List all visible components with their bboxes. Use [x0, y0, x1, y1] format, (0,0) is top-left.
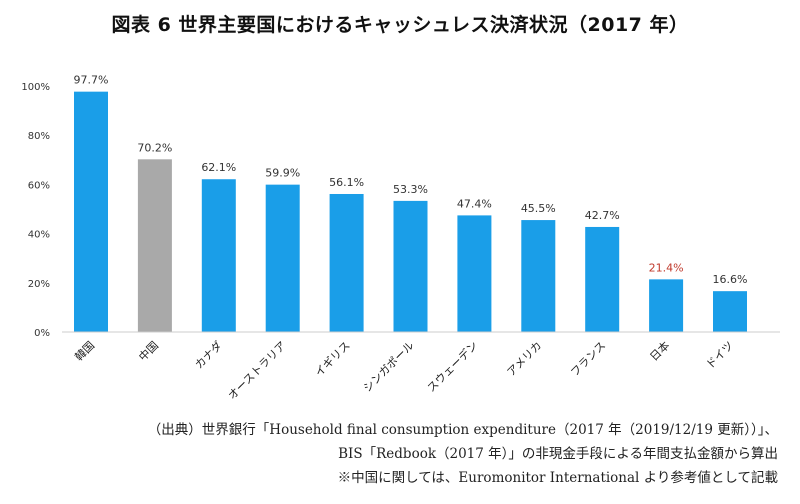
source-note-line-1: （出典）世界銀行「Household final consumption exp… [147, 422, 778, 438]
bar [393, 200, 428, 332]
bar [649, 279, 684, 332]
bar-value-label: 97.7% [74, 74, 109, 87]
bar-value-label: 56.1% [329, 176, 364, 189]
category-label: オーストラリア [226, 339, 289, 402]
y-tick-label: 40% [28, 230, 50, 241]
bar [713, 291, 747, 332]
bar [585, 226, 620, 332]
bars [74, 91, 747, 333]
chart-title: 図表 6 世界主要国におけるキャッシュレス決済状況（2017 年） [111, 14, 689, 36]
bar-value-label: 16.6% [713, 273, 748, 286]
bar-value-label: 62.1% [201, 161, 236, 174]
bar-value-label: 53.3% [393, 183, 428, 196]
bar-value-label: 59.9% [265, 167, 300, 180]
source-note-line-2: BIS「Redbook（2017 年）」の非現金手段による年間支払金額から算出 [338, 446, 778, 462]
bar [265, 184, 300, 332]
bar [457, 215, 492, 332]
bar [74, 91, 108, 333]
y-tick-label: 60% [28, 180, 50, 191]
x-axis-labels: 韓国 中国 カナダ オーストラリア イギリス シンガポール スウェーデン アメリカ フランス 日本… [72, 338, 736, 402]
source-note-line-3: ※中国に関しては、Euromonitor International より参考値… [337, 470, 778, 486]
y-tick-label: 100% [21, 82, 50, 93]
data-labels: 97.7% 70.2% 62.1% 59.9% 56.1% 53.3% 47.4% 45.5%… [74, 74, 748, 287]
category-label: スウェーデン [424, 338, 481, 395]
bar-value-label: 47.4% [457, 197, 492, 210]
category-label: イギリス [312, 339, 352, 379]
y-tick-label: 20% [28, 279, 50, 290]
category-label: カナダ [192, 338, 225, 371]
category-label: 日本 [647, 338, 672, 363]
category-label: アメリカ [505, 339, 545, 379]
y-tick-label: 0% [34, 328, 50, 339]
y-tick-label: 80% [28, 131, 50, 142]
bar [521, 220, 556, 332]
bar [201, 179, 236, 332]
category-label: シンガポール [361, 339, 417, 395]
y-axis: 0% 20% 40% 60% 80% 100% [21, 82, 50, 339]
category-label: ドイツ [704, 339, 737, 372]
bar-value-label: 70.2% [137, 141, 172, 154]
bar [137, 159, 172, 332]
category-label: 中国 [136, 339, 161, 364]
bar-chart: 0% 20% 40% 60% 80% 100% 97.7% 70.2% 62.1% 59.9% 5… [21, 74, 780, 402]
category-label: 韓国 [72, 339, 97, 364]
bar-value-label: 21.4% [649, 261, 684, 274]
bar-value-label: 42.7% [585, 209, 620, 222]
bar-value-label: 45.5% [521, 202, 556, 215]
category-label: フランス [568, 339, 608, 379]
bar [329, 193, 364, 332]
